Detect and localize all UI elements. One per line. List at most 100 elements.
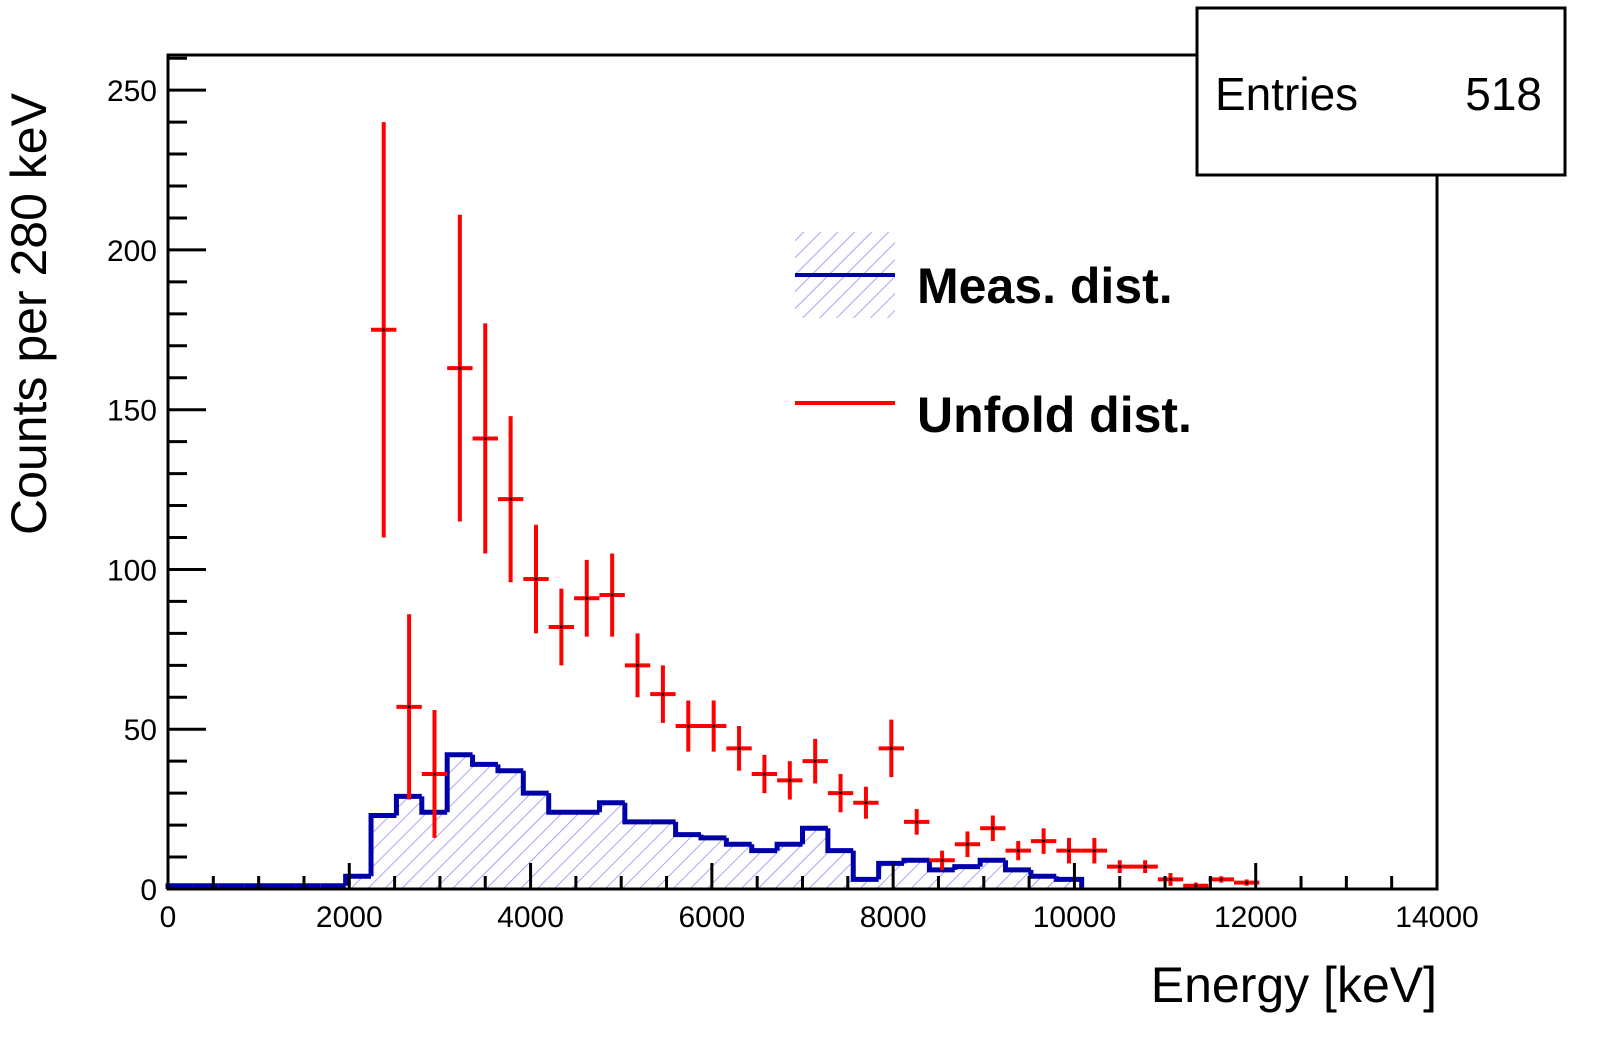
unfold-point: [1132, 860, 1158, 874]
unfold-marker: [864, 801, 868, 805]
meas-bin: [470, 754, 498, 767]
legend-label-meas: Meas. dist.: [917, 258, 1173, 314]
unfold-point: [1030, 828, 1057, 854]
meas-bin: [800, 825, 828, 845]
meas-bin: [520, 770, 549, 796]
unfold-point: [1056, 837, 1082, 864]
unfold-marker: [839, 791, 843, 795]
unfold-point: [1107, 860, 1133, 874]
unfold-marker: [661, 692, 665, 696]
y-tick-label: 250: [107, 75, 157, 108]
y-tick-label: 0: [140, 874, 157, 907]
unfold-point: [675, 700, 701, 752]
unfold-marker: [686, 724, 690, 728]
unfold-point: [1157, 873, 1184, 886]
unfold-marker: [737, 746, 741, 750]
meas-bin: [343, 873, 372, 886]
stats-box: Entries 518: [1195, 6, 1567, 177]
meas-bin: [673, 821, 701, 838]
y-tick-label: 150: [107, 395, 157, 428]
unfold-marker: [534, 577, 538, 581]
unfold-marker: [407, 705, 411, 709]
unfold-point: [599, 553, 625, 637]
unfold-marker: [1219, 877, 1223, 881]
meas-bin: [419, 796, 448, 815]
meas-bin: [749, 844, 778, 854]
unfold-point: [447, 214, 473, 522]
meas-bin: [901, 857, 930, 864]
x-tick-label: 4000: [497, 901, 564, 934]
unfold-point: [548, 588, 575, 666]
x-tick-label: 0: [160, 901, 177, 934]
unfold-marker: [432, 772, 436, 776]
meas-bin: [495, 764, 524, 774]
unfold-marker: [762, 772, 766, 776]
unfold-point: [726, 726, 752, 771]
unfold-marker: [1067, 849, 1071, 853]
x-tick-label: 6000: [678, 901, 745, 934]
y-tick-label: 200: [107, 235, 157, 268]
unfold-marker: [1245, 881, 1249, 885]
unfold-marker: [458, 366, 462, 370]
legend-label-unfold: Unfold dist.: [917, 387, 1192, 443]
unfold-point: [1005, 841, 1031, 861]
unfold-point: [574, 559, 600, 637]
meas-bin: [444, 752, 473, 813]
y-axis-label: Counts per 280 keV: [1, 92, 57, 535]
meas-bin: [1003, 860, 1031, 873]
unfold-marker: [382, 328, 386, 332]
unfold-point: [396, 614, 422, 800]
unfold-point: [421, 710, 448, 838]
meas-bin: [596, 800, 625, 813]
x-tick-label: 8000: [860, 901, 927, 934]
meas-bin: [952, 864, 981, 870]
unfold-marker: [712, 724, 716, 728]
y-tick-label: 100: [107, 554, 157, 587]
unfold-marker: [1194, 884, 1198, 888]
unfold-point: [802, 738, 828, 784]
unfold-marker: [788, 778, 792, 782]
x-tick-label: 2000: [316, 901, 383, 934]
meas-bin: [926, 860, 955, 873]
unfold-marker: [509, 497, 513, 501]
unfold-point: [777, 761, 803, 800]
unfold-marker: [1016, 849, 1020, 853]
stats-entries-value: 518: [1465, 68, 1542, 120]
unfold-point: [929, 850, 955, 870]
meas-bin: [876, 860, 905, 880]
unfold-marker: [585, 596, 589, 600]
legend: Meas. dist. Unfold dist.: [795, 232, 1192, 443]
unfold-point: [1208, 876, 1234, 883]
plot-frame: [166, 53, 1439, 891]
meas-bin: [393, 793, 422, 816]
unfold-point: [700, 700, 727, 752]
unfold-point: [954, 831, 981, 858]
meas-bin: [723, 837, 752, 847]
meas-bin: [698, 834, 727, 841]
unfold-marker: [889, 746, 893, 750]
unfold-point: [624, 633, 651, 698]
meas-bin: [1053, 876, 1085, 889]
unfold-marker: [1042, 839, 1046, 843]
unfold-point: [853, 786, 879, 819]
unfold-point: [751, 754, 778, 794]
unfold-marker: [1143, 865, 1147, 869]
unfold-point: [650, 665, 676, 723]
meas-bin: [546, 793, 575, 815]
unfold-marker: [1169, 877, 1173, 881]
unfold-marker: [940, 858, 944, 862]
unfold-marker: [965, 842, 969, 846]
unfold-marker: [559, 625, 563, 629]
x-tick-label: 14000: [1395, 901, 1478, 934]
unfold-point: [523, 524, 549, 634]
y-tick-label: 50: [124, 714, 157, 747]
unfold-marker: [610, 593, 614, 597]
meas-bin: [825, 828, 854, 854]
unfold-point: [878, 719, 905, 778]
unfold-point: [497, 416, 524, 583]
x-tick-label: 10000: [1033, 901, 1116, 934]
meas-bin: [774, 841, 803, 851]
unfold-marker: [1092, 849, 1096, 853]
unfold-point: [371, 122, 397, 538]
